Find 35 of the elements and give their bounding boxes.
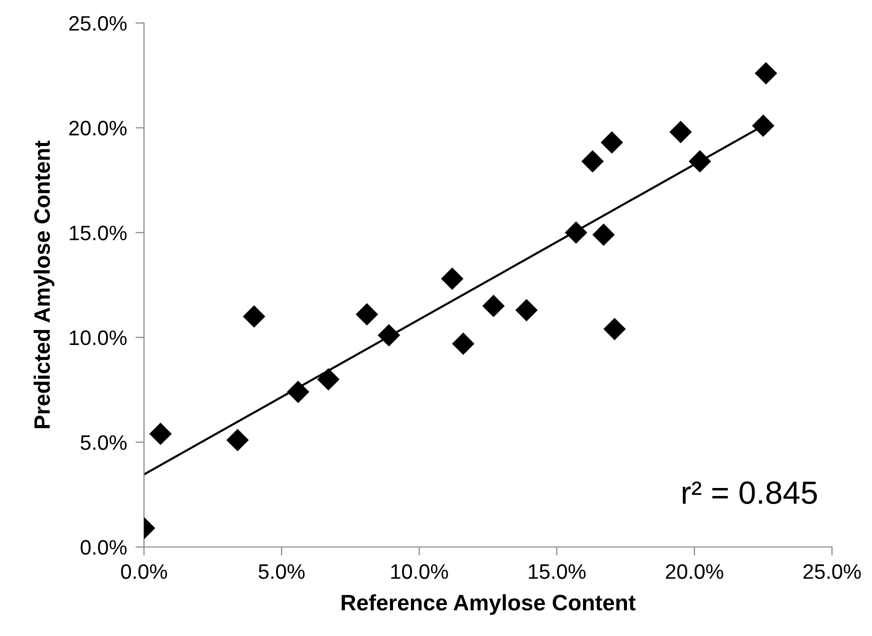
annotation: r² = 0.845 [682,481,817,504]
x-tick-label: 10.0% [391,564,448,579]
point [669,120,692,144]
point [242,305,266,328]
point [378,324,400,346]
x-tick-label: 15.0% [528,564,586,579]
x-tick-label: 20.0% [666,564,724,579]
point [149,422,172,446]
point [603,318,626,340]
point [581,150,604,173]
x-tick-label: 25.0% [804,564,861,579]
point [592,224,615,246]
x-axis-title: Reference Amylose Content [342,594,636,615]
y-tick-label: 5.0% [80,435,127,450]
point [482,294,505,318]
point [226,428,249,452]
y-axis-title: Predicted Amylose Content [34,140,54,428]
y-tick-label: 20.0% [69,120,127,136]
y-tick-label: 10.0% [70,330,127,346]
point [564,221,588,244]
x-tick-label: 5.0% [258,564,305,579]
point [452,332,474,355]
point [356,303,378,326]
point [441,268,464,290]
y-tick-label: 25.0% [69,16,127,31]
y-tick-label: 0.0% [80,540,127,555]
point [752,114,774,137]
point [317,368,340,391]
point [600,131,624,154]
point [286,380,310,404]
y-tick-label: 15.0% [70,226,127,240]
point [754,62,778,84]
x-tick-label: 0.0% [121,564,168,579]
point [515,298,538,322]
point [688,150,712,173]
